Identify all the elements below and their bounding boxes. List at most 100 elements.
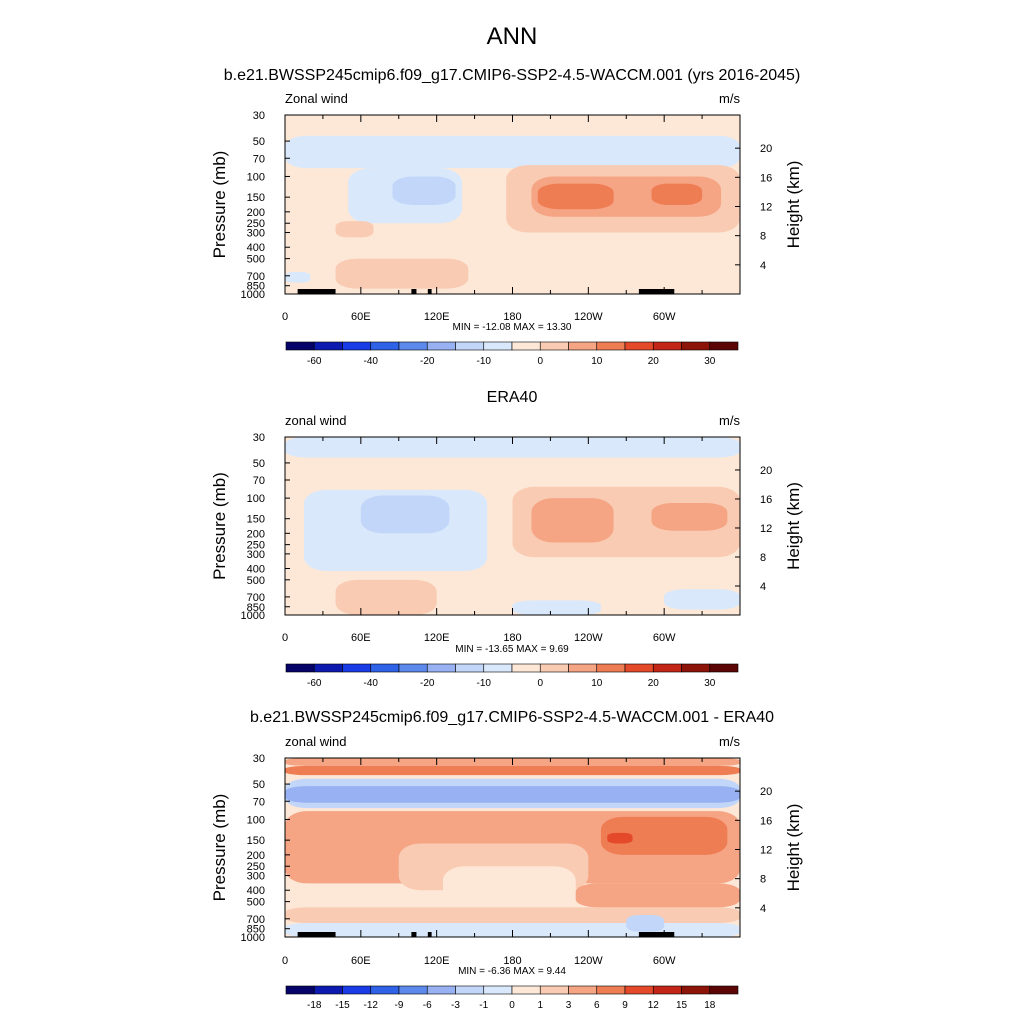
colorbar-label: -12 xyxy=(364,1000,379,1011)
contour-region xyxy=(335,258,469,289)
height-tick-label: 8 xyxy=(760,874,766,886)
colorbar-swatch xyxy=(568,663,598,673)
colorbar-swatch xyxy=(568,985,598,995)
colorbar-swatch xyxy=(313,985,343,995)
x-tick-label: 60E xyxy=(351,311,371,323)
colorbar-label: 3 xyxy=(566,1000,572,1011)
p-tick-label: 30 xyxy=(253,753,265,765)
colorbar-swatch xyxy=(709,985,739,995)
colorbar-swatch xyxy=(370,985,400,995)
contour-region xyxy=(537,183,614,210)
x-tick-label: 180 xyxy=(503,632,521,644)
p-tick-label: 700 xyxy=(247,914,265,926)
contour-region xyxy=(285,135,740,169)
height-tick-label: 16 xyxy=(760,815,772,827)
contour-region xyxy=(626,915,665,932)
p-tick-label: 70 xyxy=(253,475,265,487)
contour-region xyxy=(285,765,740,776)
left-label: Zonal wind xyxy=(285,91,348,106)
colorbar-label: 18 xyxy=(704,1000,716,1011)
contour-field xyxy=(285,758,740,937)
figure-title: ANN xyxy=(487,23,538,50)
colorbar-swatch xyxy=(652,663,682,673)
height-tick-label: 20 xyxy=(760,465,772,477)
p-tick-label: 100 xyxy=(247,814,265,826)
p-tick-label: 30 xyxy=(253,110,265,122)
height-tick-label: 4 xyxy=(760,903,766,915)
p-tick-label: 50 xyxy=(253,136,265,148)
topography-mask xyxy=(427,932,432,937)
p-tick-label: 1000 xyxy=(241,610,265,622)
x-tick-label: 60W xyxy=(653,632,676,644)
y-axis-label-right: Height (km) xyxy=(784,161,803,249)
colorbar-swatch xyxy=(539,985,569,995)
colorbar-label: 9 xyxy=(622,1000,628,1011)
colorbar-label: 0 xyxy=(537,678,543,689)
contour-region xyxy=(664,589,740,610)
colorbar-label: 20 xyxy=(648,678,660,689)
p-tick-label: 70 xyxy=(253,796,265,808)
stats-label: MIN = -12.08 MAX = 13.30 xyxy=(453,322,572,333)
colorbar-label: -60 xyxy=(307,678,322,689)
colorbar: -60 -40 -20 -10 0 10 20 30 xyxy=(285,341,739,367)
colorbar-swatch xyxy=(342,663,372,673)
panel-title: ERA40 xyxy=(487,389,538,406)
colorbar-label: -10 xyxy=(477,678,492,689)
colorbar-swatch xyxy=(681,663,711,673)
colorbar-label: -3 xyxy=(451,1000,460,1011)
contour-region xyxy=(285,437,740,458)
p-tick-label: 700 xyxy=(247,271,265,283)
x-tick-label: 180 xyxy=(503,955,521,967)
height-tick-label: 4 xyxy=(760,260,766,272)
height-tick-label: 20 xyxy=(760,786,772,798)
contour-region xyxy=(442,866,576,911)
p-tick-label: 400 xyxy=(247,563,265,575)
contour-region xyxy=(651,502,728,531)
colorbar-label: -20 xyxy=(420,356,435,367)
panel-title: b.e21.BWSSP245cmip6.f09_g17.CMIP6-SSP2-4… xyxy=(250,709,774,726)
x-tick-label: 60W xyxy=(653,311,676,323)
p-tick-label: 150 xyxy=(247,514,265,526)
height-tick-label: 16 xyxy=(760,494,772,506)
x-tick-label: 0 xyxy=(282,632,288,644)
colorbar-swatch xyxy=(398,341,428,351)
topography-mask xyxy=(411,289,417,294)
y-axis-label-right: Height (km) xyxy=(784,482,803,570)
colorbar-swatch xyxy=(681,341,711,351)
p-tick-label: 200 xyxy=(247,207,265,219)
x-tick-label: 180 xyxy=(503,311,521,323)
p-tick-label: 50 xyxy=(253,779,265,791)
contour-region xyxy=(607,832,633,844)
stats-label: MIN = -13.65 MAX = 9.69 xyxy=(455,644,569,655)
colorbar-swatch xyxy=(313,341,343,351)
p-tick-label: 400 xyxy=(247,885,265,897)
x-tick-label: 120E xyxy=(424,311,450,323)
topography-mask xyxy=(411,932,417,937)
colorbar-label: -10 xyxy=(477,356,492,367)
colorbar-label: 1 xyxy=(537,1000,543,1011)
height-tick-label: 12 xyxy=(760,201,772,213)
colorbar-swatch xyxy=(398,985,428,995)
x-tick-label: 0 xyxy=(282,955,288,967)
colorbar-swatch xyxy=(511,663,541,673)
contour-region xyxy=(392,176,456,206)
p-tick-label: 500 xyxy=(247,897,265,909)
right-label: m/s xyxy=(719,734,740,749)
p-tick-label: 300 xyxy=(247,871,265,883)
topography-mask xyxy=(638,289,675,294)
colorbar-swatch xyxy=(426,341,456,351)
p-tick-label: 1000 xyxy=(241,932,265,944)
colorbar-swatch xyxy=(539,663,569,673)
colorbar-label: -40 xyxy=(364,356,379,367)
contour-region xyxy=(285,115,740,136)
colorbar-label: -20 xyxy=(420,678,435,689)
y-axis-label: Pressure (mb) xyxy=(210,151,229,259)
colorbar-label: -40 xyxy=(364,678,379,689)
y-axis-label: Pressure (mb) xyxy=(210,794,229,902)
colorbar-swatch xyxy=(483,663,513,673)
x-tick-label: 120E xyxy=(424,955,450,967)
p-tick-label: 200 xyxy=(247,528,265,540)
colorbar-swatch xyxy=(511,341,541,351)
p-tick-label: 100 xyxy=(247,493,265,505)
